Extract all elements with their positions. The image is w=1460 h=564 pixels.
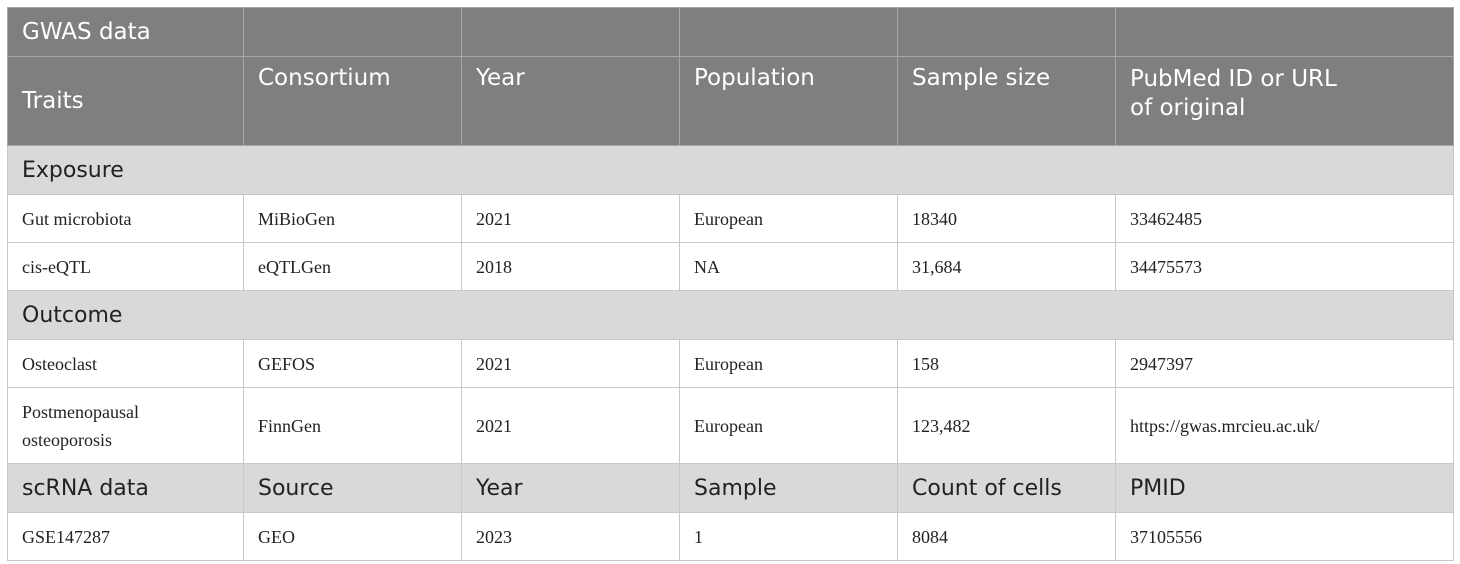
table-row: Postmenopausal osteoporosis FinnGen 2021…	[7, 387, 1454, 464]
cell-pmid: 37105556	[1115, 512, 1454, 561]
scrna-header-row: scRNA data Source Year Sample Count of c…	[7, 463, 1454, 513]
cell-trait-line-1: Postmenopausal	[22, 401, 139, 422]
section-label: Exposure	[7, 145, 1454, 195]
column-header-year: Year	[461, 56, 680, 146]
column-header-pubmed-line-1: PubMed ID or URL	[1130, 66, 1337, 92]
column-header-traits: Traits	[7, 56, 244, 146]
column-header-sample-size: Sample size	[897, 56, 1116, 146]
table-title: GWAS data	[7, 7, 244, 57]
cell-trait-line-2: osteoporosis	[22, 429, 112, 450]
cell-url: https://gwas.mrcieu.ac.uk/	[1115, 387, 1454, 464]
cell-sample-size: 31,684	[897, 242, 1116, 291]
cell-sample: 1	[679, 512, 898, 561]
cell-population: NA	[679, 242, 898, 291]
table-row: GSE147287 GEO 2023 1 8084 37105556	[7, 512, 1454, 561]
column-header-consortium: Consortium	[243, 56, 462, 146]
cell-consortium: eQTLGen	[243, 242, 462, 291]
scrna-header-count: Count of cells	[897, 463, 1116, 513]
cell-pubmed: 2947397	[1115, 339, 1454, 388]
scrna-header-year: Year	[461, 463, 680, 513]
scrna-header-pmid: PMID	[1115, 463, 1454, 513]
cell-population: European	[679, 387, 898, 464]
cell-population: European	[679, 339, 898, 388]
table-title-row: GWAS data	[7, 7, 1454, 57]
cell-cell-count: 8084	[897, 512, 1116, 561]
cell-population: European	[679, 194, 898, 243]
cell-year: 2018	[461, 242, 680, 291]
section-label: Outcome	[7, 290, 1454, 340]
cell-pubmed: 34475573	[1115, 242, 1454, 291]
data-table: GWAS data Traits Consortium Year Populat…	[7, 7, 1454, 561]
cell-sample-size: 123,482	[897, 387, 1116, 464]
cell-source: GEO	[243, 512, 462, 561]
table-row: cis-eQTL eQTLGen 2018 NA 31,684 34475573	[7, 242, 1454, 291]
section-row-exposure: Exposure	[7, 145, 1454, 195]
column-header-population: Population	[679, 56, 898, 146]
column-header-pubmed: PubMed ID or URL of original	[1115, 56, 1454, 146]
column-header-pubmed-line-2: of original	[1130, 95, 1246, 121]
cell-consortium: GEFOS	[243, 339, 462, 388]
cell-sample-size: 18340	[897, 194, 1116, 243]
table-row: Gut microbiota MiBioGen 2021 European 18…	[7, 194, 1454, 243]
scrna-header-data: scRNA data	[7, 463, 244, 513]
scrna-header-source: Source	[243, 463, 462, 513]
cell-trait: Osteoclast	[7, 339, 244, 388]
cell-year: 2021	[461, 194, 680, 243]
scrna-header-sample: Sample	[679, 463, 898, 513]
cell-dataset: GSE147287	[7, 512, 244, 561]
cell-year: 2021	[461, 387, 680, 464]
cell-year: 2023	[461, 512, 680, 561]
cell-trait: Postmenopausal osteoporosis	[7, 387, 244, 464]
cell-consortium: MiBioGen	[243, 194, 462, 243]
cell-year: 2021	[461, 339, 680, 388]
section-row-outcome: Outcome	[7, 290, 1454, 340]
cell-pubmed: 33462485	[1115, 194, 1454, 243]
cell-trait: Gut microbiota	[7, 194, 244, 243]
table-row: Osteoclast GEFOS 2021 European 158 29473…	[7, 339, 1454, 388]
cell-sample-size: 158	[897, 339, 1116, 388]
cell-trait: cis-eQTL	[7, 242, 244, 291]
cell-consortium: FinnGen	[243, 387, 462, 464]
column-header-row: Traits Consortium Year Population Sample…	[7, 56, 1454, 146]
